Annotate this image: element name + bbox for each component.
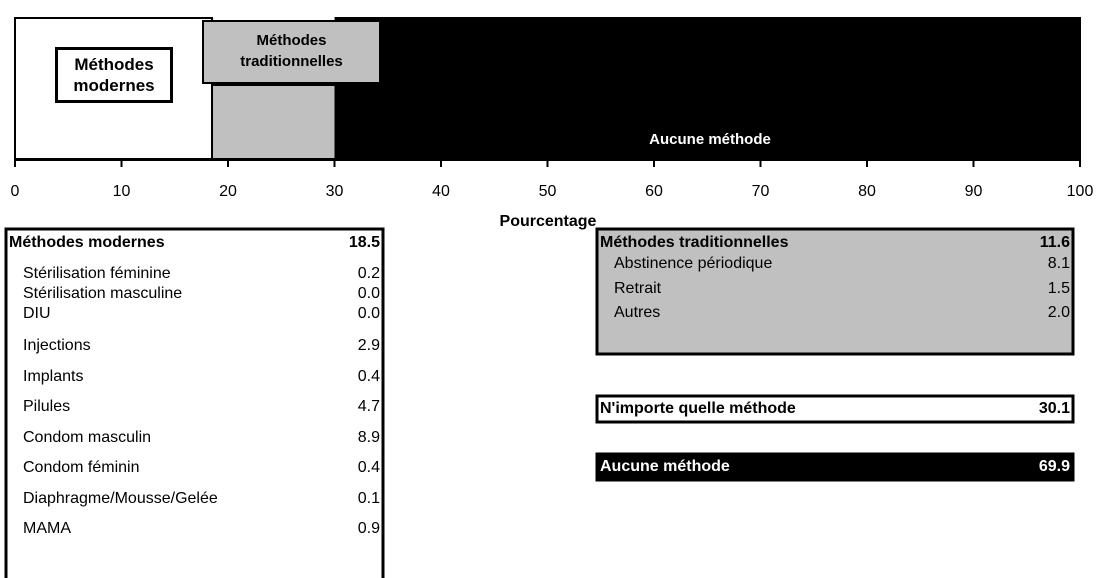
summary-label: Aucune méthode: [600, 458, 730, 475]
row-value: 0.0: [358, 305, 380, 322]
table-total: 11.6: [1040, 234, 1070, 251]
row-value: 8.9: [358, 429, 380, 446]
row-label: Pilules: [23, 398, 70, 415]
row-label: Retrait: [614, 280, 662, 297]
bar-segment: [334, 17, 1081, 160]
table-title: Méthodes modernes: [9, 234, 165, 251]
row-value: 0.0: [358, 285, 380, 302]
table-frame: [595, 227, 1075, 356]
row-label: MAMA: [23, 520, 71, 537]
x-tick-label: 50: [539, 183, 557, 200]
row-label: Stérilisation masculine: [23, 285, 182, 302]
x-tick-label: 90: [965, 183, 983, 200]
summary-box: [595, 452, 1075, 482]
x-tick-label: 40: [432, 183, 450, 200]
row-label: Abstinence périodique: [614, 255, 772, 272]
x-tick-label: 10: [113, 183, 131, 200]
row-value: 0.9: [358, 520, 380, 537]
row-value: 0.1: [358, 490, 380, 507]
summary-box: [595, 394, 1075, 424]
summary-label: N'importe quelle méthode: [600, 400, 796, 417]
x-tick-label: 0: [11, 183, 20, 200]
row-label: DIU: [23, 305, 51, 322]
row-value: 2.9: [358, 337, 380, 354]
bar-segment: [211, 84, 337, 160]
row-label: Condom masculin: [23, 429, 151, 446]
row-value: 4.7: [358, 398, 380, 415]
summary-value: 69.9: [1039, 458, 1070, 475]
x-tick-label: 70: [752, 183, 770, 200]
segment-label: Méthodes modernes: [55, 47, 173, 103]
row-label: Diaphragme/Mousse/Gelée: [23, 490, 218, 507]
x-tick-label: 30: [326, 183, 344, 200]
table-total: 18.5: [349, 234, 380, 251]
row-value: 1.5: [1048, 280, 1070, 297]
x-axis-label: Pourcentage: [500, 213, 597, 230]
x-tick-label: 80: [858, 183, 876, 200]
segment-label: Méthodes traditionnelles: [202, 20, 381, 84]
table-frame: [4, 227, 385, 578]
row-value: 0.2: [358, 265, 380, 282]
x-tick-label: 60: [645, 183, 663, 200]
row-label: Injections: [23, 337, 91, 354]
x-tick-label: 100: [1067, 183, 1094, 200]
row-value: 2.0: [1048, 304, 1070, 321]
row-value: 0.4: [358, 459, 380, 476]
table-title: Méthodes traditionnelles: [600, 234, 789, 251]
segment-label: Aucune méthode: [649, 131, 771, 148]
row-label: Autres: [614, 304, 660, 321]
row-value: 0.4: [358, 368, 380, 385]
row-label: Stérilisation féminine: [23, 265, 171, 282]
row-label: Implants: [23, 368, 83, 385]
row-label: Condom féminin: [23, 459, 140, 476]
summary-value: 30.1: [1039, 400, 1070, 417]
row-value: 8.1: [1048, 255, 1070, 272]
x-tick-label: 20: [219, 183, 237, 200]
